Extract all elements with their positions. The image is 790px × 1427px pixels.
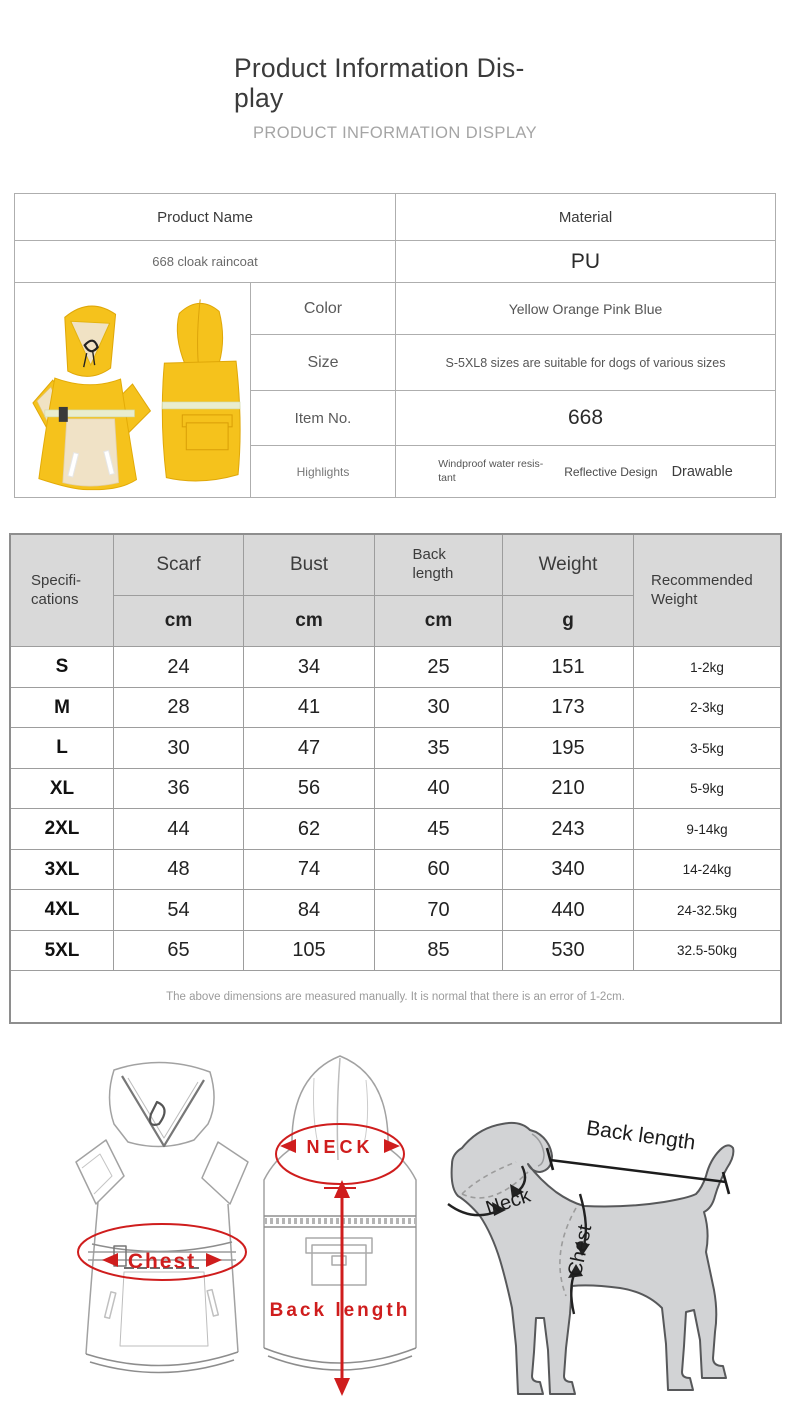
table-cell: 340 (503, 850, 634, 890)
highlight-item: Reflective Design (564, 464, 658, 479)
table-cell: 40 (375, 769, 503, 809)
dog-measurement-diagram: Back length Neck Chest (447, 1117, 735, 1395)
raincoat-back-view (161, 298, 241, 481)
unit-cell: g (503, 596, 634, 647)
product-name-value: 668 cloak raincoat (15, 241, 396, 283)
raincoat-photo-illustration (32, 298, 241, 490)
table-row-size: L (11, 728, 114, 769)
material-value: PU (396, 241, 776, 283)
back-length-label: Back length (270, 1300, 411, 1321)
table-cell: 74 (244, 850, 375, 890)
table-cell: 14-24kg (634, 850, 780, 890)
table-cell: 210 (503, 769, 634, 809)
unit-cell: cm (114, 596, 244, 647)
chest-annotation: Chest (77, 1223, 247, 1281)
table-cell: 28 (114, 688, 244, 728)
page-title: Product Information Dis-play (234, 53, 525, 113)
table-cell: 36 (114, 769, 244, 809)
table-cell: 47 (244, 728, 375, 769)
column-header-back-length: Back length (375, 535, 503, 596)
table-cell: 70 (375, 890, 503, 931)
table-cell: 35 (375, 728, 503, 769)
size-value: S-5XL8 sizes are suitable for dogs of va… (396, 335, 776, 391)
highlights-values: Windproof water resis-tant Reflective De… (396, 446, 776, 498)
table-cell: 45 (375, 809, 503, 850)
neck-label: NECK (306, 1137, 373, 1157)
column-header-scarf: Scarf (114, 535, 244, 596)
size-label: Size (251, 335, 396, 391)
color-value: Yellow Orange Pink Blue (396, 283, 776, 335)
product-info-table: Product Name Material 668 cloak raincoat… (14, 193, 776, 498)
table-cell: 34 (244, 647, 375, 688)
table-cell: 65 (114, 931, 244, 971)
unit-cell: cm (244, 596, 375, 647)
table-cell: 9-14kg (634, 809, 780, 850)
table-cell: 3-5kg (634, 728, 780, 769)
table-cell: 60 (375, 850, 503, 890)
table-cell: 85 (375, 931, 503, 971)
material-header: Material (396, 194, 776, 241)
table-row-size: S (11, 647, 114, 688)
dog-silhouette (450, 1121, 735, 1395)
unit-cell: cm (375, 596, 503, 647)
measurement-note: The above dimensions are measured manual… (11, 971, 780, 1022)
table-cell: 48 (114, 850, 244, 890)
table-cell: 32.5-50kg (634, 931, 780, 971)
table-cell: 24-32.5kg (634, 890, 780, 931)
table-cell: 30 (114, 728, 244, 769)
table-row-size: 5XL (11, 931, 114, 971)
table-cell: 195 (503, 728, 634, 769)
table-cell: 151 (503, 647, 634, 688)
coat-back-sketch: NECK Back length (263, 1055, 417, 1396)
table-row-size: 2XL (11, 809, 114, 850)
table-cell: 30 (375, 688, 503, 728)
table-cell: 105 (244, 931, 375, 971)
table-row-size: 4XL (11, 890, 114, 931)
size-spec-table: Specifi-cations Scarf Bust Back length W… (9, 533, 782, 1024)
table-cell: 62 (244, 809, 375, 850)
table-cell: 530 (503, 931, 634, 971)
coat-front-sketch: Chest (75, 1061, 249, 1374)
product-photo (15, 283, 251, 498)
spec-header-cell: Specifi-cations (11, 535, 114, 647)
table-cell: 173 (503, 688, 634, 728)
dog-back-length-annotation: Back length (545, 1117, 731, 1195)
product-name-header: Product Name (15, 194, 396, 241)
dog-back-length-label: Back length (585, 1117, 697, 1155)
column-header-recommended-weight: Recommended Weight (634, 535, 780, 647)
highlights-label: Highlights (251, 446, 396, 498)
table-row-size: 3XL (11, 850, 114, 890)
table-cell: 41 (244, 688, 375, 728)
neck-annotation: NECK (275, 1123, 405, 1185)
page-subtitle: PRODUCT INFORMATION DISPLAY (253, 124, 537, 143)
table-cell: 5-9kg (634, 769, 780, 809)
table-row-size: M (11, 688, 114, 728)
highlight-item: Drawable (671, 463, 733, 480)
column-header-weight: Weight (503, 535, 634, 596)
header: Product Information Dis-play PRODUCT INF… (0, 53, 790, 143)
table-cell: 84 (244, 890, 375, 931)
table-cell: 24 (114, 647, 244, 688)
item-no-label: Item No. (251, 391, 396, 446)
back-length-annotation: Back length (270, 1180, 411, 1396)
table-cell: 440 (503, 890, 634, 931)
table-cell: 25 (375, 647, 503, 688)
table-cell: 44 (114, 809, 244, 850)
table-cell: 56 (244, 769, 375, 809)
highlight-item: Windproof water resis-tant (438, 458, 544, 484)
item-no-value: 668 (396, 391, 776, 446)
table-row-size: XL (11, 769, 114, 809)
color-label: Color (251, 283, 396, 335)
table-cell: 243 (503, 809, 634, 850)
chest-label: Chest (128, 1250, 196, 1273)
measurement-diagrams: Chest NECK (0, 1040, 790, 1427)
column-header-bust: Bust (244, 535, 375, 596)
table-cell: 2-3kg (634, 688, 780, 728)
table-cell: 54 (114, 890, 244, 931)
raincoat-front-view (32, 305, 152, 490)
table-cell: 1-2kg (634, 647, 780, 688)
